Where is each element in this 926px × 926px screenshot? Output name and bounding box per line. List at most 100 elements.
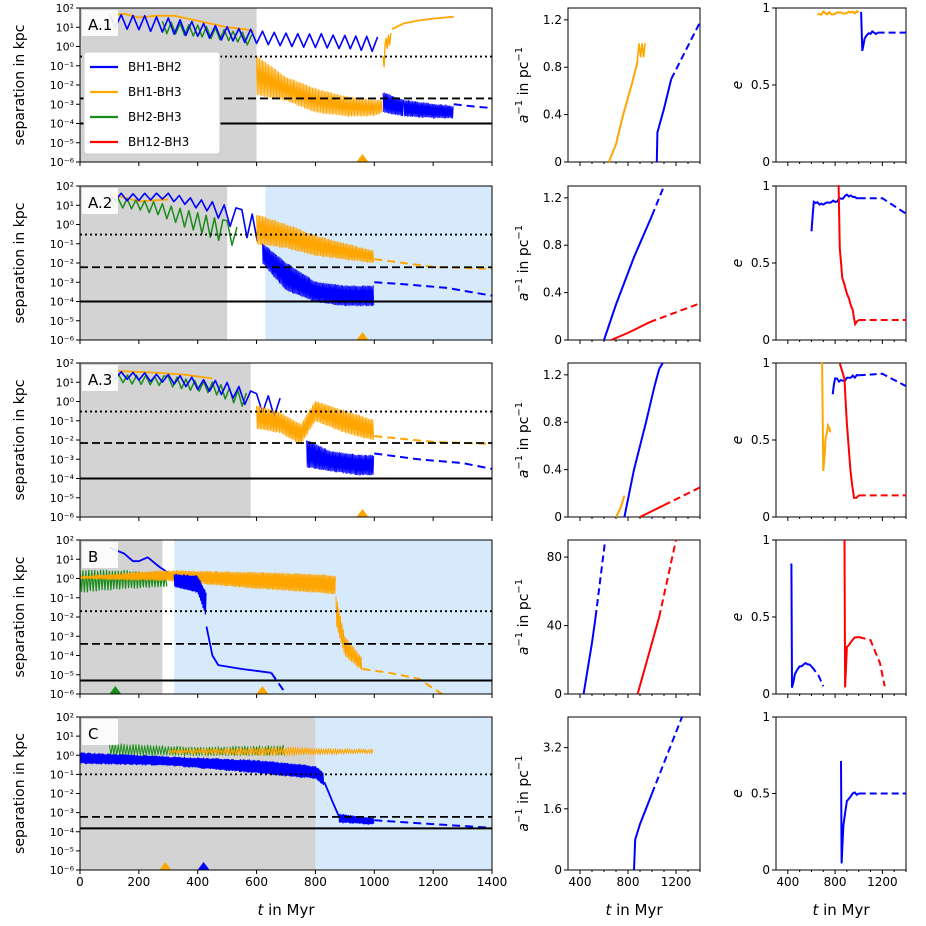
panel-label-box	[82, 542, 118, 568]
y-tick-label: 0	[554, 863, 562, 877]
y-tick-label: 0.5	[751, 78, 770, 92]
a-inverse-spike	[636, 43, 646, 62]
series-bh1-bh2-line	[108, 13, 379, 53]
panel-label: B	[88, 548, 98, 566]
series-bh1-bh3-line	[391, 15, 454, 31]
x-tick-label: 1200	[661, 875, 692, 889]
y-tick-label: 10⁻⁴	[50, 826, 75, 839]
a-inverse-bh12-bh3-line	[610, 321, 651, 341]
panel-label-box	[82, 365, 118, 391]
x-tick-label: 400	[186, 875, 209, 889]
a-inverse-bh1-bh2-line	[655, 78, 673, 163]
legend-label: BH12-BH3	[128, 135, 189, 149]
y-tick-label: 0	[762, 510, 770, 524]
y-tick-label: 3.2	[543, 741, 562, 755]
y-tick-label: 10¹	[56, 553, 74, 566]
panel-eccentricity: 0 0.5 1 400 800 1200 e	[730, 710, 907, 889]
series-bh1-bh2-line	[306, 440, 375, 476]
y-axis-label: a−1 in pc−1	[514, 225, 532, 301]
merger-marker-triangle	[356, 154, 369, 162]
panel-label: A.3	[88, 371, 112, 389]
y-tick-label: 1	[762, 1, 770, 15]
series-bh1-bh3-line	[256, 215, 375, 264]
y-tick-label: 1	[762, 179, 770, 193]
y-axis-label: separation in kpc	[12, 733, 28, 854]
y-axis-label: a−1 in pc−1	[514, 402, 532, 478]
ecc-bh1-bh3-line	[817, 9, 860, 16]
series-bh1-bh2-line	[374, 281, 493, 297]
panel-c: C 10⁻⁶ 10⁻⁵ 10⁻⁴ 10⁻³ 10⁻² 10⁻¹ 10⁰ 10¹ 10² separa…	[12, 710, 907, 889]
merger-marker-triangle	[197, 862, 210, 870]
y-tick-label: 10⁻²	[50, 79, 74, 92]
a-inverse-bh1-bh2-dashed	[651, 716, 683, 794]
y-tick-label: 10⁻¹	[50, 768, 74, 781]
x-tick-label: 1000	[359, 875, 390, 889]
series-bh1-bh2-line	[453, 103, 493, 110]
y-tick-label: 10⁻⁵	[50, 669, 74, 682]
panel-a-3: A.3 10⁻⁶ 10⁻⁵ 10⁻⁴ 10⁻³ 10⁻² 10⁻¹ 10⁰ 10¹ 10² sepa…	[12, 356, 907, 524]
y-tick-label: 10⁻³	[50, 453, 74, 466]
a-inverse-bh12-bh3-dashed	[658, 539, 677, 618]
ecc-bh1-bh2-line	[840, 760, 860, 864]
y-tick-label: 0	[554, 687, 562, 701]
series-bh2-bh3-line	[108, 196, 238, 247]
legend-box	[83, 51, 221, 155]
y-tick-label: 1.6	[543, 802, 562, 816]
y-tick-label: 10⁻⁴	[50, 296, 75, 309]
y-tick-label: 1	[762, 356, 770, 370]
y-tick-label: 0.8	[543, 415, 562, 429]
panel-eccentricity: 0 0.5 1 e	[730, 1, 907, 169]
y-tick-label: 10⁻⁵	[50, 845, 74, 858]
series-bh2-bh3-line	[108, 373, 248, 407]
legend-label: BH1-BH2	[128, 60, 182, 74]
y-tick-label: 1	[762, 710, 770, 724]
y-tick-label: 80	[547, 550, 562, 564]
ecc-bh1-bh2-dashed	[858, 372, 907, 387]
axes-frame	[775, 7, 907, 163]
x-tick-label: 0	[76, 875, 84, 889]
y-tick-label: 10⁻³	[50, 276, 74, 289]
y-tick-label: 0.5	[751, 256, 770, 270]
panel-label-box	[82, 10, 118, 36]
y-tick-label: 0.5	[751, 433, 770, 447]
y-tick-label: 10⁻¹	[50, 592, 74, 605]
axes-frame	[567, 185, 701, 341]
y-axis-label: a−1 in pc−1	[514, 47, 532, 123]
y-axis-label: e	[730, 259, 746, 268]
y-tick-label: 10⁻²	[50, 788, 74, 801]
x-tick-label: 1200	[867, 875, 898, 889]
a-inverse-bh1-bh2-dashed	[594, 539, 607, 618]
merger-marker-triangle	[356, 332, 369, 340]
y-tick-label: 10⁻²	[50, 434, 74, 447]
ecc-bh12-bh3-line	[843, 540, 859, 688]
y-tick-label: 10⁻⁵	[50, 315, 74, 328]
y-axis-label: separation in kpc	[12, 380, 28, 501]
y-tick-label: 10¹	[56, 730, 74, 743]
y-tick-label: 0	[762, 687, 770, 701]
y-axis-label: separation in kpc	[12, 25, 28, 146]
a-inverse-bh1-bh2-line	[582, 616, 597, 695]
series-bh1-bh3-line	[256, 55, 383, 117]
series-bh1-bh3-line	[109, 369, 213, 380]
ecc-bh1-bh2-dashed	[858, 197, 907, 215]
panel-eccentricity: 0 0.5 1 e	[730, 179, 907, 347]
y-tick-label: 1.2	[543, 368, 562, 382]
series-bh1-bh3-line	[256, 401, 375, 444]
y-tick-label: 10⁰	[56, 396, 75, 409]
y-axis-label: e	[730, 436, 746, 445]
x-tick-label: 1200	[418, 875, 449, 889]
panel-a-inverse: 0 1.6 3.2 400 800 1200 a−1 in pc−1	[514, 716, 701, 889]
y-tick-label: 10⁻⁵	[50, 492, 74, 505]
series-bh1-bh2-line	[79, 752, 325, 785]
y-axis-label: e	[730, 789, 746, 798]
shaded-blue-region	[315, 717, 492, 870]
y-tick-label: 1.2	[543, 13, 562, 27]
y-tick-label: 10⁻¹	[50, 60, 74, 73]
panel-a-1: A.1 10⁻⁶ 10⁻⁵ 10⁻⁴ 10⁻³ 10⁻² 10⁻¹ 10⁰ 10¹ 10² sepa…	[12, 1, 907, 169]
a-inverse-bh1-bh2-line	[633, 793, 653, 871]
merger-marker-triangle	[356, 509, 369, 517]
x-tick-label: 800	[617, 875, 640, 889]
legend-label: BH1-BH3	[128, 85, 182, 99]
panel-a-inverse: 0 0.4 0.8 1.2 a−1 in pc−1	[514, 7, 701, 169]
y-tick-label: 10⁻⁵	[50, 137, 74, 150]
